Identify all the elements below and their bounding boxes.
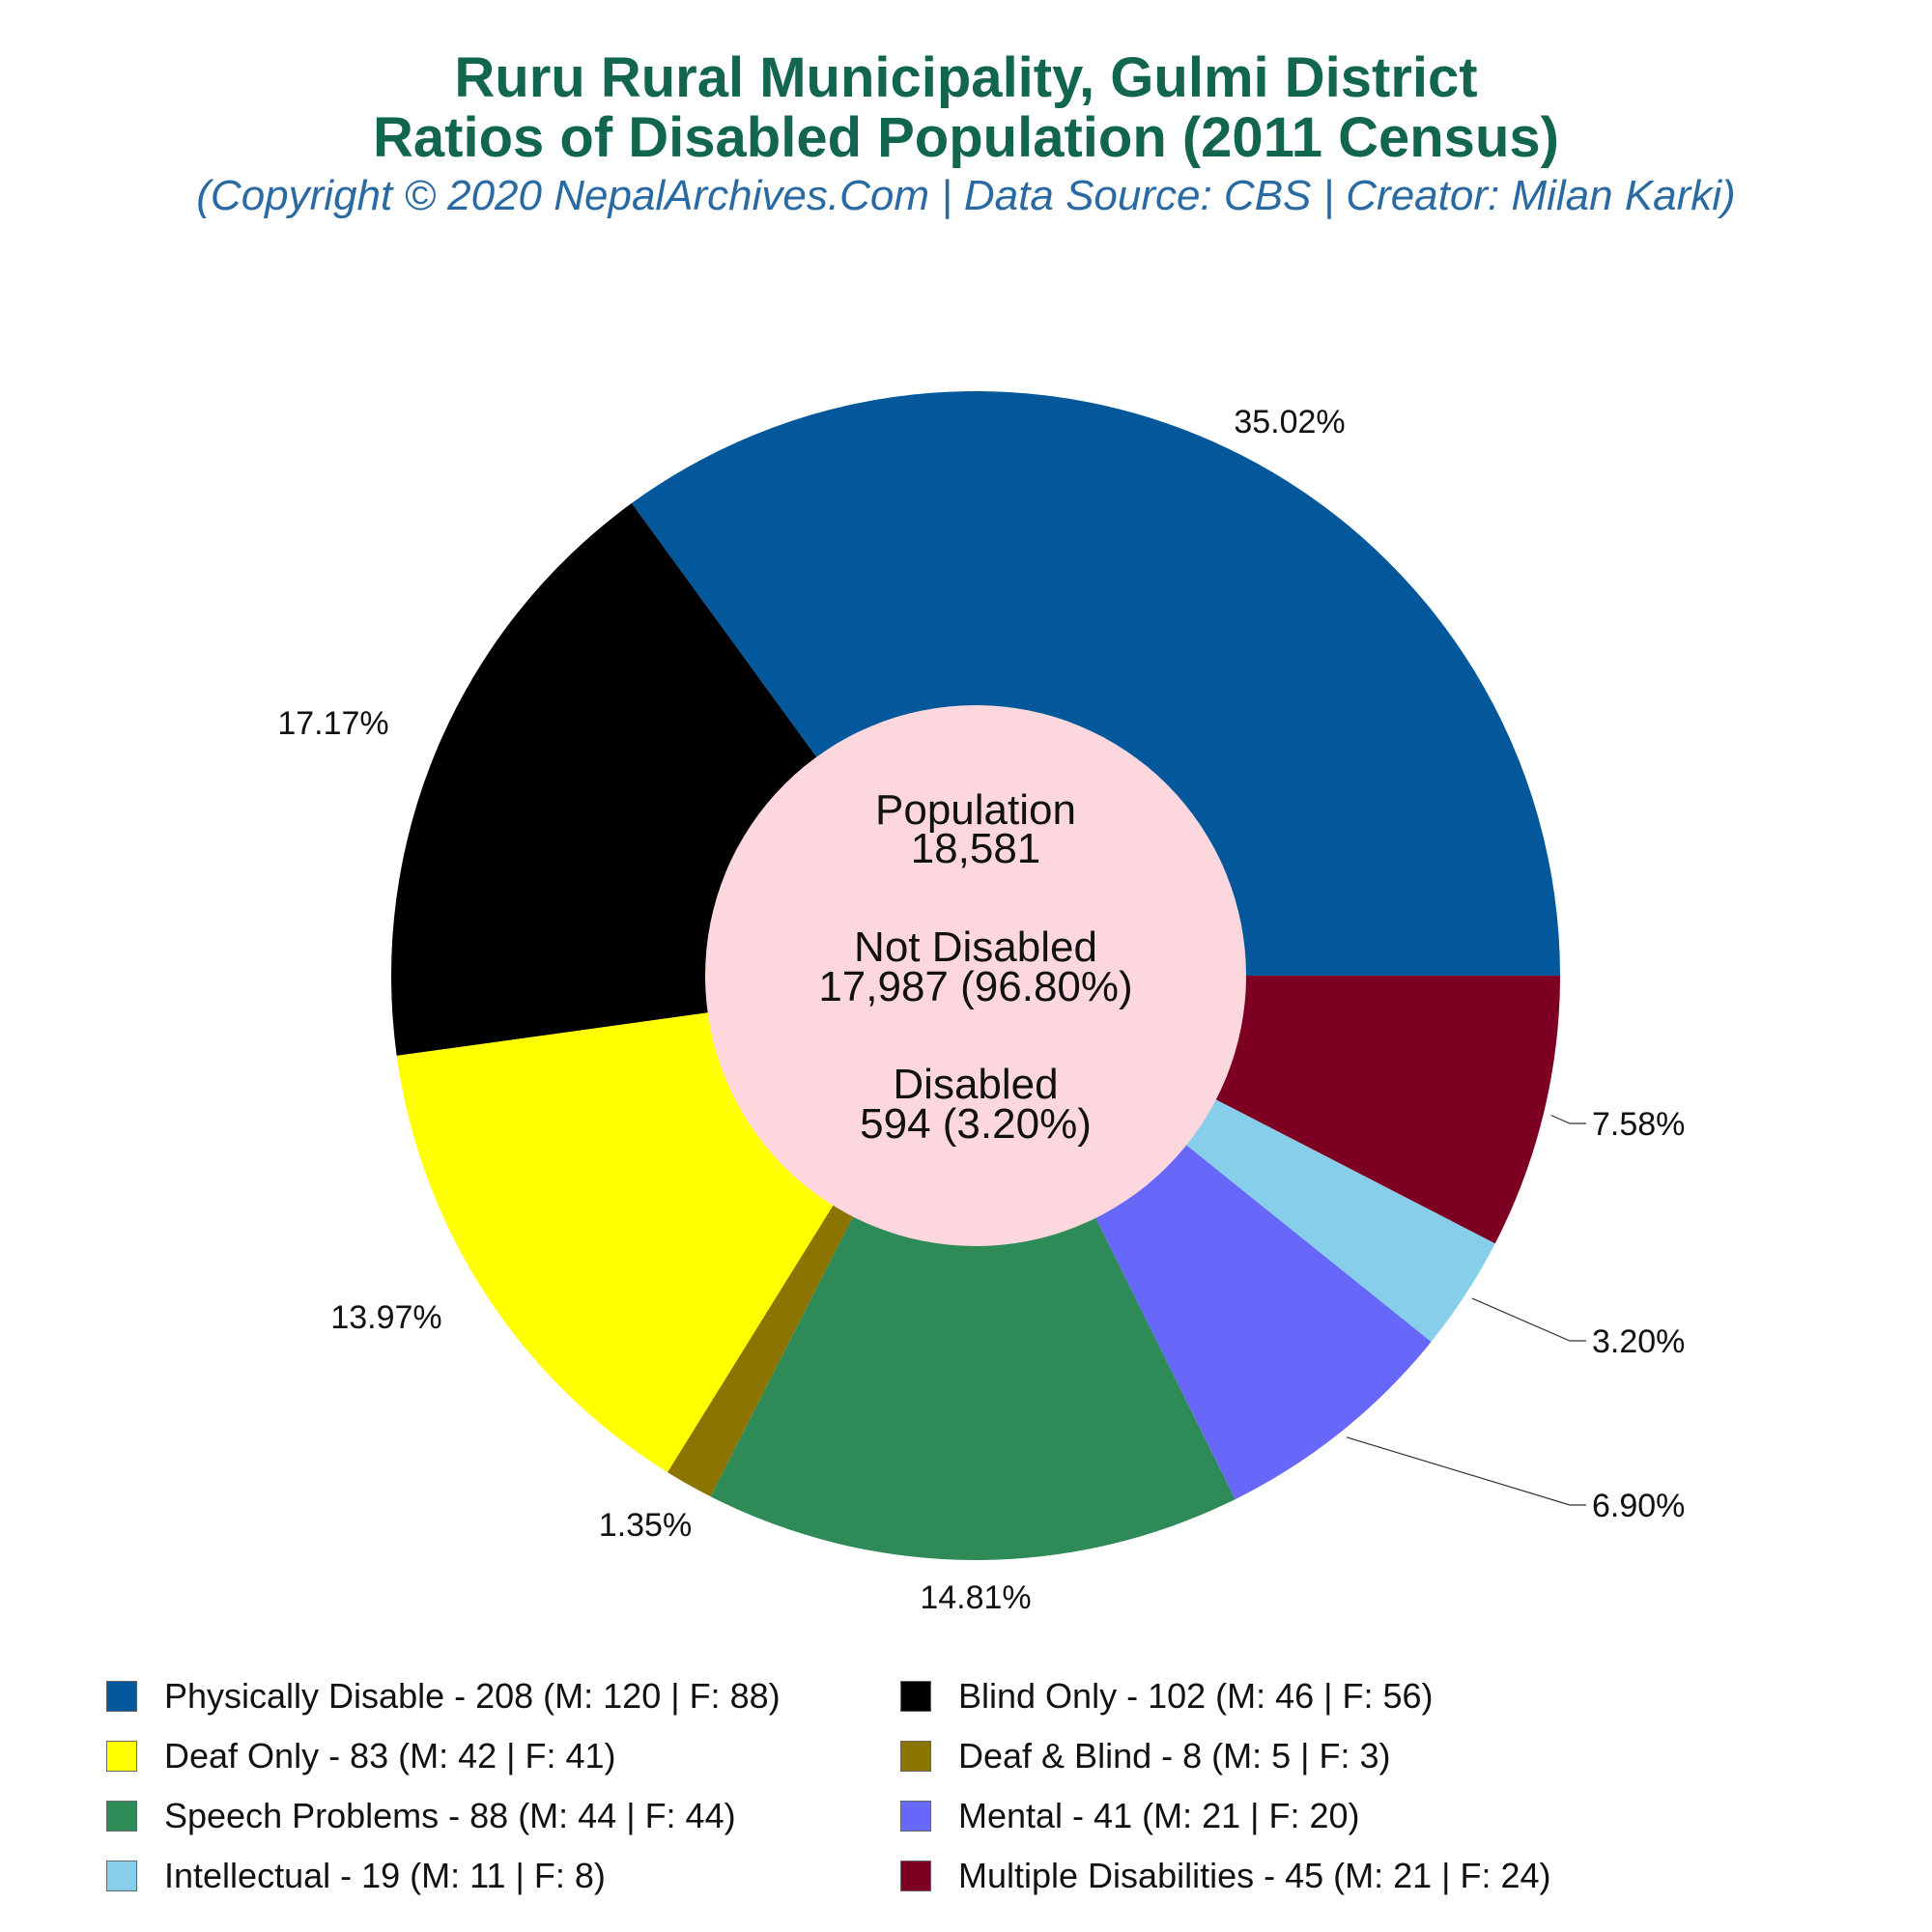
legend-swatch bbox=[106, 1681, 137, 1712]
legend-label: Mental - 41 (M: 21 | F: 20) bbox=[958, 1796, 1360, 1835]
legend-item-blind-only: Blind Only - 102 (M: 46 | F: 56) bbox=[900, 1676, 1434, 1717]
legend-item-speech-problems: Speech Problems - 88 (M: 44 | F: 44) bbox=[106, 1796, 736, 1836]
chart-title-line2: Ratios of Disabled Population (2011 Cens… bbox=[373, 106, 1559, 169]
legend-swatch bbox=[900, 1681, 931, 1712]
donut-chart: 35.02% 17.17% 13.97% 1.35% 14.81% 6.90% 3.20% 7… bbox=[277, 390, 1685, 1616]
center-not-disabled-value: 17,987 (96.80%) bbox=[818, 963, 1132, 1010]
center-circle bbox=[705, 705, 1246, 1246]
legend-swatch bbox=[106, 1801, 137, 1832]
center-population-value: 18,581 bbox=[911, 825, 1041, 872]
legend-item-mental: Mental - 41 (M: 21 | F: 20) bbox=[900, 1796, 1360, 1836]
legend-item-physically-disable: Physically Disable - 208 (M: 120 | F: 88… bbox=[106, 1676, 781, 1717]
legend-swatch bbox=[900, 1861, 931, 1891]
legend-label: Deaf Only - 83 (M: 42 | F: 41) bbox=[164, 1736, 616, 1776]
legend-label: Deaf & Blind - 8 (M: 5 | F: 3) bbox=[958, 1736, 1391, 1776]
leader-line-intellectual bbox=[1471, 1297, 1586, 1342]
slice-speech-problems bbox=[710, 976, 1236, 1560]
leader-line-mental bbox=[1346, 1436, 1586, 1506]
leader-line-multiple-disabilities bbox=[1550, 1114, 1586, 1124]
legend-swatch bbox=[900, 1741, 931, 1772]
center-not-disabled-label: Not Disabled bbox=[854, 923, 1097, 971]
legend-label: Blind Only - 102 (M: 46 | F: 56) bbox=[958, 1676, 1434, 1716]
legend-item-multiple-disabilities: Multiple Disabilities - 45 (M: 21 | F: 2… bbox=[900, 1856, 1551, 1896]
legend-item-deaf-blind: Deaf & Blind - 8 (M: 5 | F: 3) bbox=[900, 1736, 1391, 1776]
percent-label-mental: 6.90% bbox=[1592, 1488, 1685, 1524]
legend-item-intellectual: Intellectual - 19 (M: 11 | F: 8) bbox=[106, 1856, 606, 1896]
legend-label: Multiple Disabilities - 45 (M: 21 | F: 2… bbox=[958, 1856, 1551, 1895]
legend-label: Intellectual - 19 (M: 11 | F: 8) bbox=[164, 1856, 606, 1895]
legend-label: Physically Disable - 208 (M: 120 | F: 88… bbox=[164, 1676, 781, 1716]
slice-physically-disable bbox=[631, 390, 1560, 976]
chart-subtitle: (Copyright © 2020 NepalArchives.Com | Da… bbox=[196, 172, 1736, 219]
chart-title-line1: Ruru Rural Municipality, Gulmi District bbox=[454, 46, 1478, 109]
percent-label-intellectual: 3.20% bbox=[1592, 1323, 1685, 1360]
legend-swatch bbox=[106, 1861, 137, 1891]
legend-swatch bbox=[900, 1801, 931, 1832]
percent-label-deaf-only: 13.97% bbox=[330, 1299, 441, 1336]
percent-label-blind-only: 17.17% bbox=[277, 705, 388, 742]
legend-item-deaf-only: Deaf Only - 83 (M: 42 | F: 41) bbox=[106, 1736, 616, 1776]
legend-swatch bbox=[106, 1741, 137, 1772]
percent-label-multiple-disabilities: 7.58% bbox=[1592, 1106, 1685, 1143]
percent-label-deaf-blind: 1.35% bbox=[599, 1507, 692, 1544]
percent-label-speech-problems: 14.81% bbox=[920, 1579, 1031, 1616]
center-disabled-value: 594 (3.20%) bbox=[860, 1100, 1092, 1148]
center-disabled-label: Disabled bbox=[893, 1061, 1058, 1108]
legend-label: Speech Problems - 88 (M: 44 | F: 44) bbox=[164, 1796, 736, 1835]
percent-label-physically-disable: 35.02% bbox=[1234, 404, 1345, 440]
center-population-label: Population bbox=[875, 786, 1076, 834]
